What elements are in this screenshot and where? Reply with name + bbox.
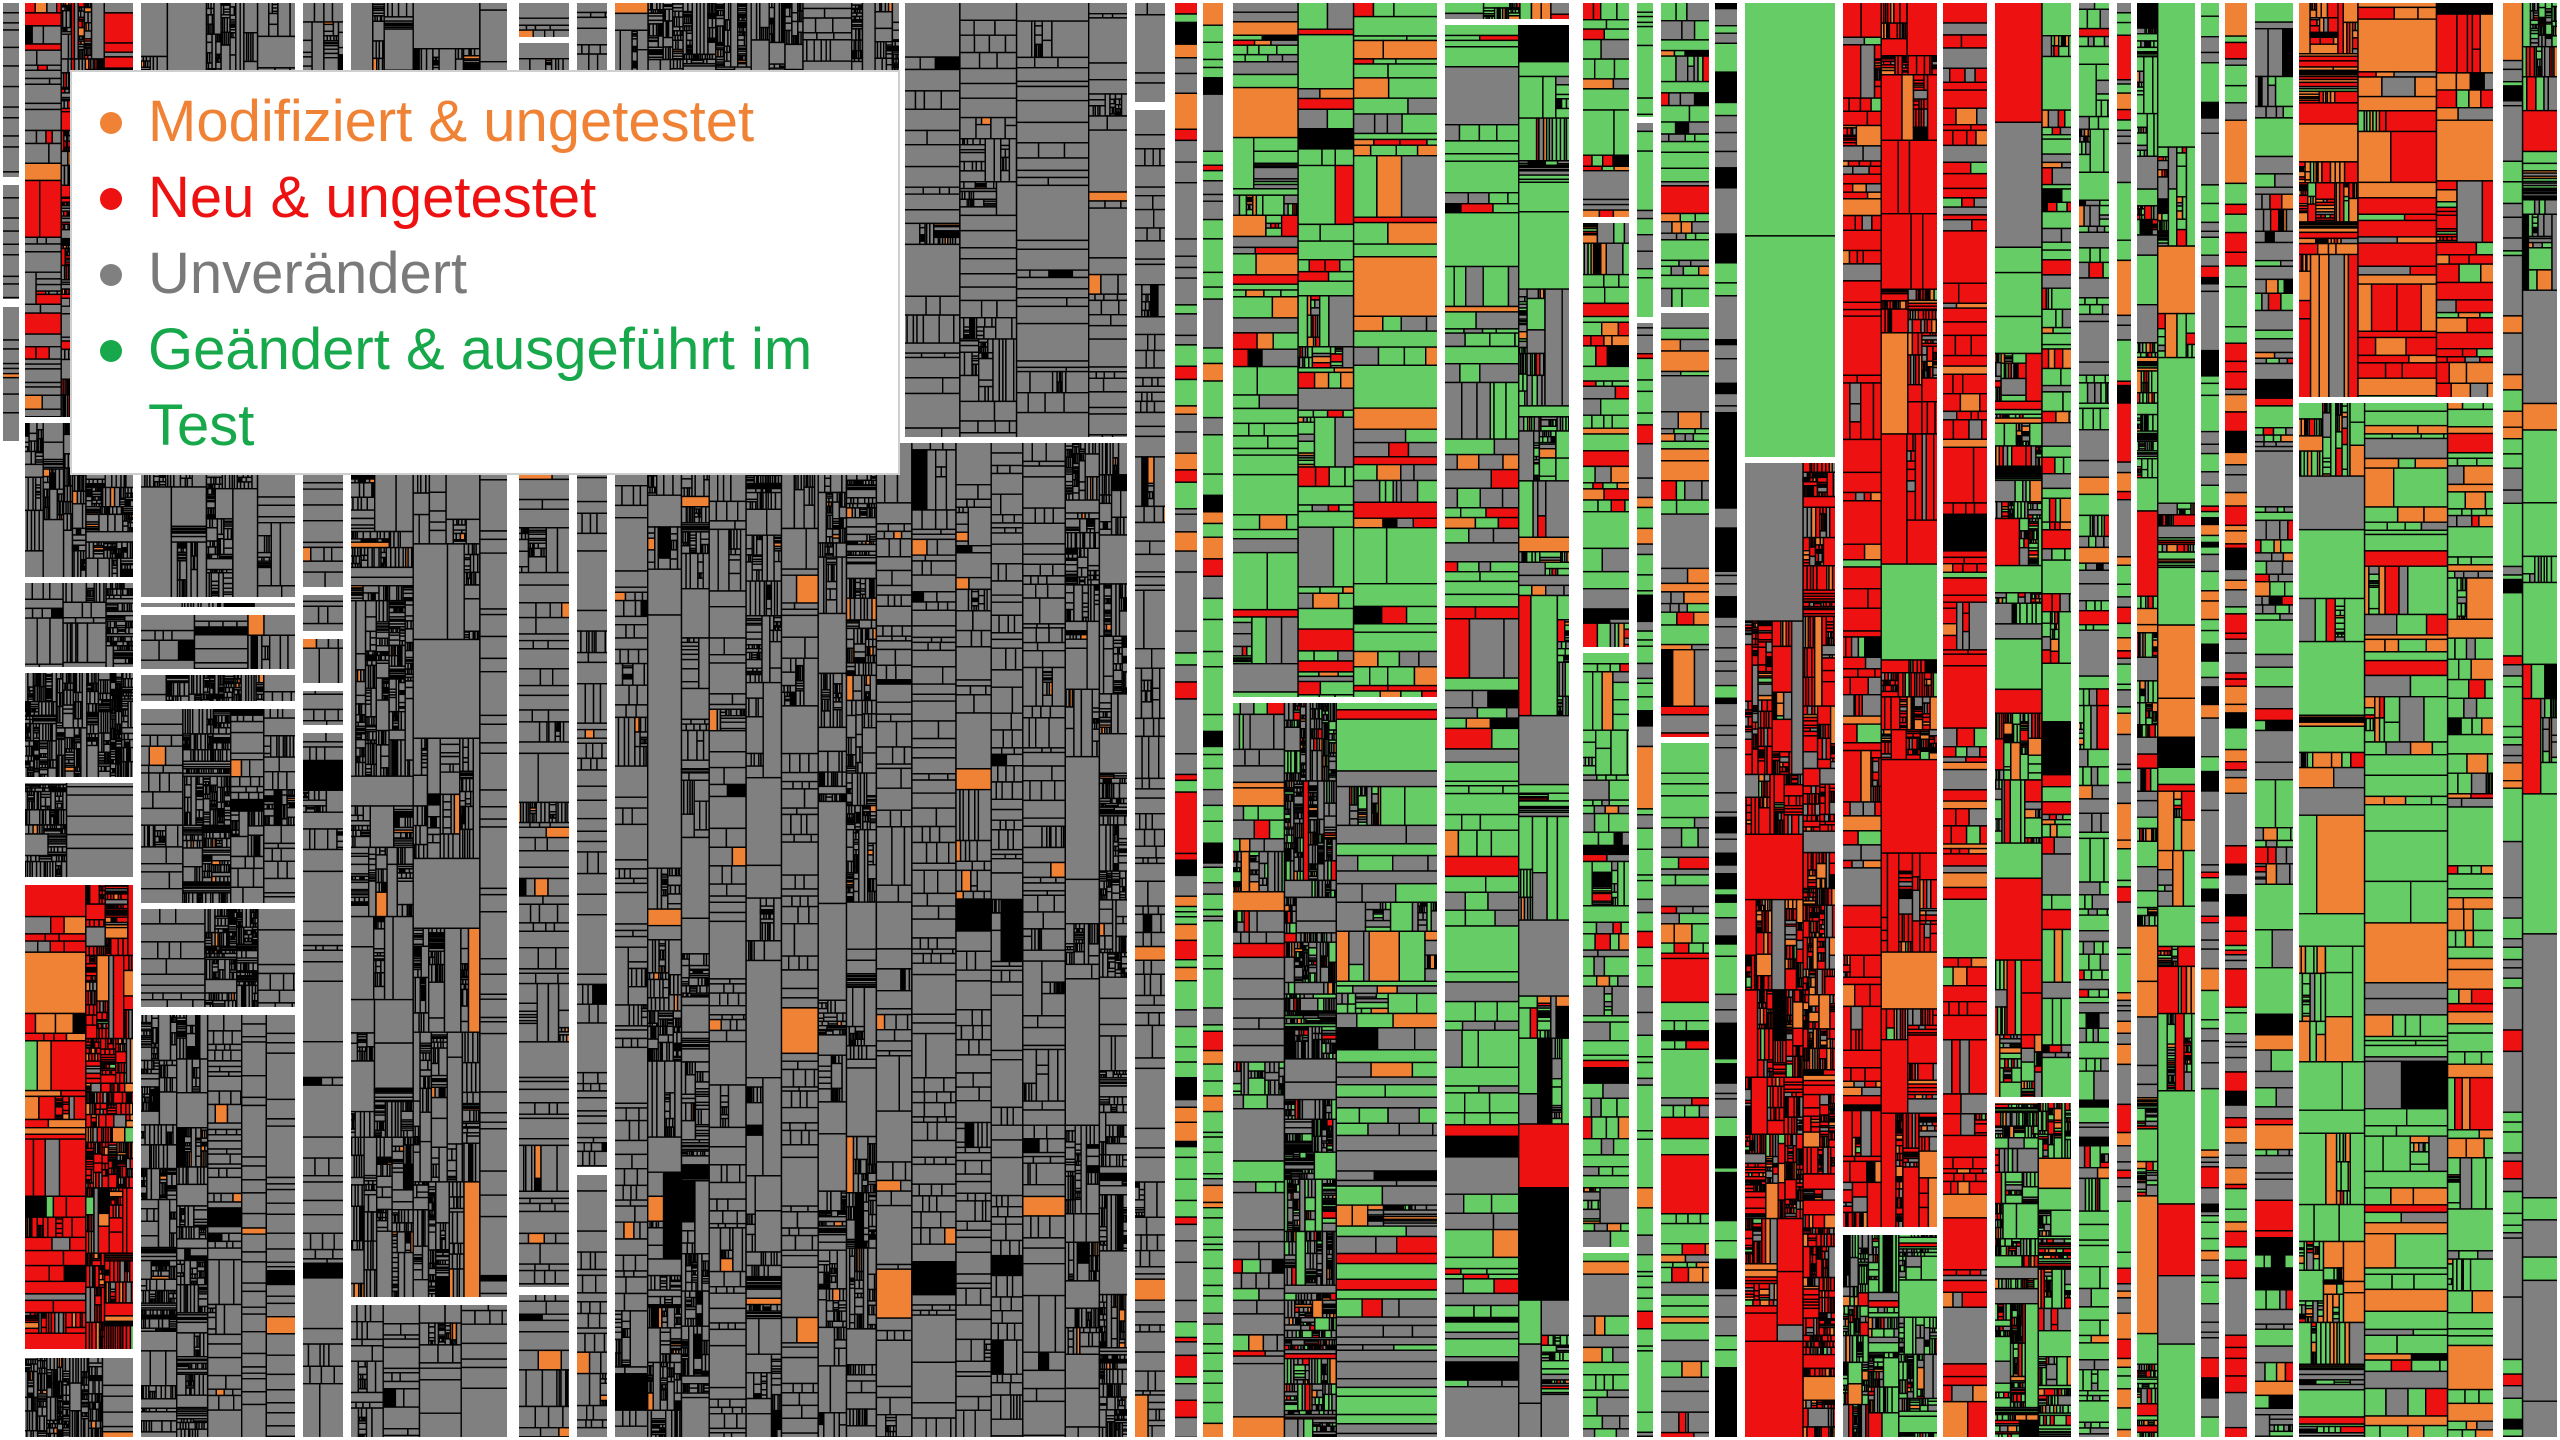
treemap-group bbox=[2075, 0, 2113, 1440]
treemap-group bbox=[2221, 0, 2251, 1440]
treemap-group bbox=[573, 1171, 611, 1440]
treemap-group bbox=[0, 303, 23, 445]
legend-item-new-untested: Neu & ungetestet bbox=[100, 160, 876, 236]
treemap-group bbox=[515, 0, 573, 41]
treemap-group bbox=[1571, 0, 1579, 1440]
treemap-group bbox=[1579, 649, 1633, 1251]
treemap-group bbox=[1657, 309, 1713, 741]
treemap-group bbox=[1633, 119, 1657, 321]
treemap-group bbox=[2113, 0, 2135, 1440]
treemap-group bbox=[1741, 0, 1839, 461]
treemap-group bbox=[2197, 0, 2223, 1440]
legend-item-changed-tested: Geändert & ausgeführt im Test bbox=[100, 312, 876, 464]
treemap-group bbox=[21, 779, 137, 881]
legend-label-changed-tested: Geändert & ausgeführt im Test bbox=[148, 317, 812, 458]
treemap-group bbox=[347, 1301, 511, 1440]
legend-label-new-untested: Neu & ungetestet bbox=[148, 165, 596, 230]
treemap-group bbox=[2499, 0, 2560, 1440]
legend-dot-icon bbox=[100, 264, 122, 286]
treemap-group bbox=[1131, 0, 1169, 106]
treemap-group bbox=[1633, 319, 1657, 1440]
treemap-group bbox=[299, 729, 347, 1440]
treemap-group bbox=[1991, 0, 2075, 1101]
treemap-group bbox=[21, 669, 137, 781]
treemap-group bbox=[611, 439, 1131, 1440]
legend-label-unchanged: Unverändert bbox=[148, 241, 467, 306]
treemap-group bbox=[1199, 0, 1227, 1440]
treemap-group bbox=[1579, 1249, 1633, 1440]
treemap-group bbox=[1171, 0, 1201, 1440]
legend-item-modified-untested: Modifiziert & ungetestet bbox=[100, 84, 876, 160]
treemap-group bbox=[21, 579, 137, 671]
treemap-group bbox=[515, 39, 573, 1291]
treemap-group bbox=[2133, 0, 2199, 1440]
treemap-group bbox=[1657, 0, 1713, 311]
treemap-group bbox=[1131, 106, 1169, 1440]
treemap-group bbox=[0, 181, 23, 303]
legend-dot-icon bbox=[100, 112, 122, 134]
treemap-group bbox=[1441, 21, 1573, 1440]
treemap-group bbox=[1229, 0, 1441, 701]
treemap-group bbox=[137, 599, 299, 611]
treemap-group bbox=[137, 705, 299, 907]
treemap-group bbox=[515, 1291, 573, 1440]
treemap-group bbox=[1657, 739, 1713, 1440]
treemap-group bbox=[137, 671, 299, 705]
treemap-group bbox=[21, 1354, 137, 1440]
treemap-group bbox=[299, 687, 347, 729]
treemap-group bbox=[1839, 1231, 1941, 1440]
legend: Modifiziert & ungetestet Neu & ungeteste… bbox=[70, 70, 900, 475]
treemap-group bbox=[901, 0, 1131, 441]
treemap-group bbox=[2295, 399, 2497, 1440]
treemap-group bbox=[1741, 459, 1839, 1440]
treemap-group bbox=[1633, 0, 1657, 121]
treemap-group bbox=[137, 905, 299, 1011]
treemap-group bbox=[0, 0, 23, 181]
treemap-group bbox=[1579, 0, 1633, 221]
treemap-group bbox=[1229, 699, 1441, 1440]
treemap-group bbox=[1939, 0, 1991, 1440]
treemap-group bbox=[299, 591, 347, 635]
treemap-group bbox=[1441, 0, 1573, 23]
legend-dot-icon bbox=[100, 188, 122, 210]
treemap-group bbox=[1711, 0, 1741, 1440]
legend-dot-icon bbox=[100, 340, 122, 362]
treemap-group bbox=[1991, 1099, 2075, 1440]
legend-item-unchanged: Unverändert bbox=[100, 236, 876, 312]
treemap-group bbox=[2295, 0, 2497, 401]
treemap-group bbox=[1579, 219, 1633, 651]
treemap-group bbox=[299, 635, 347, 687]
treemap-group bbox=[2251, 0, 2297, 1440]
treemap-group bbox=[1839, 0, 1941, 1231]
legend-label-modified-untested: Modifiziert & ungetestet bbox=[148, 89, 754, 154]
treemap-group bbox=[21, 881, 137, 1353]
treemap-group bbox=[137, 1011, 299, 1440]
treemap-group bbox=[137, 611, 299, 673]
